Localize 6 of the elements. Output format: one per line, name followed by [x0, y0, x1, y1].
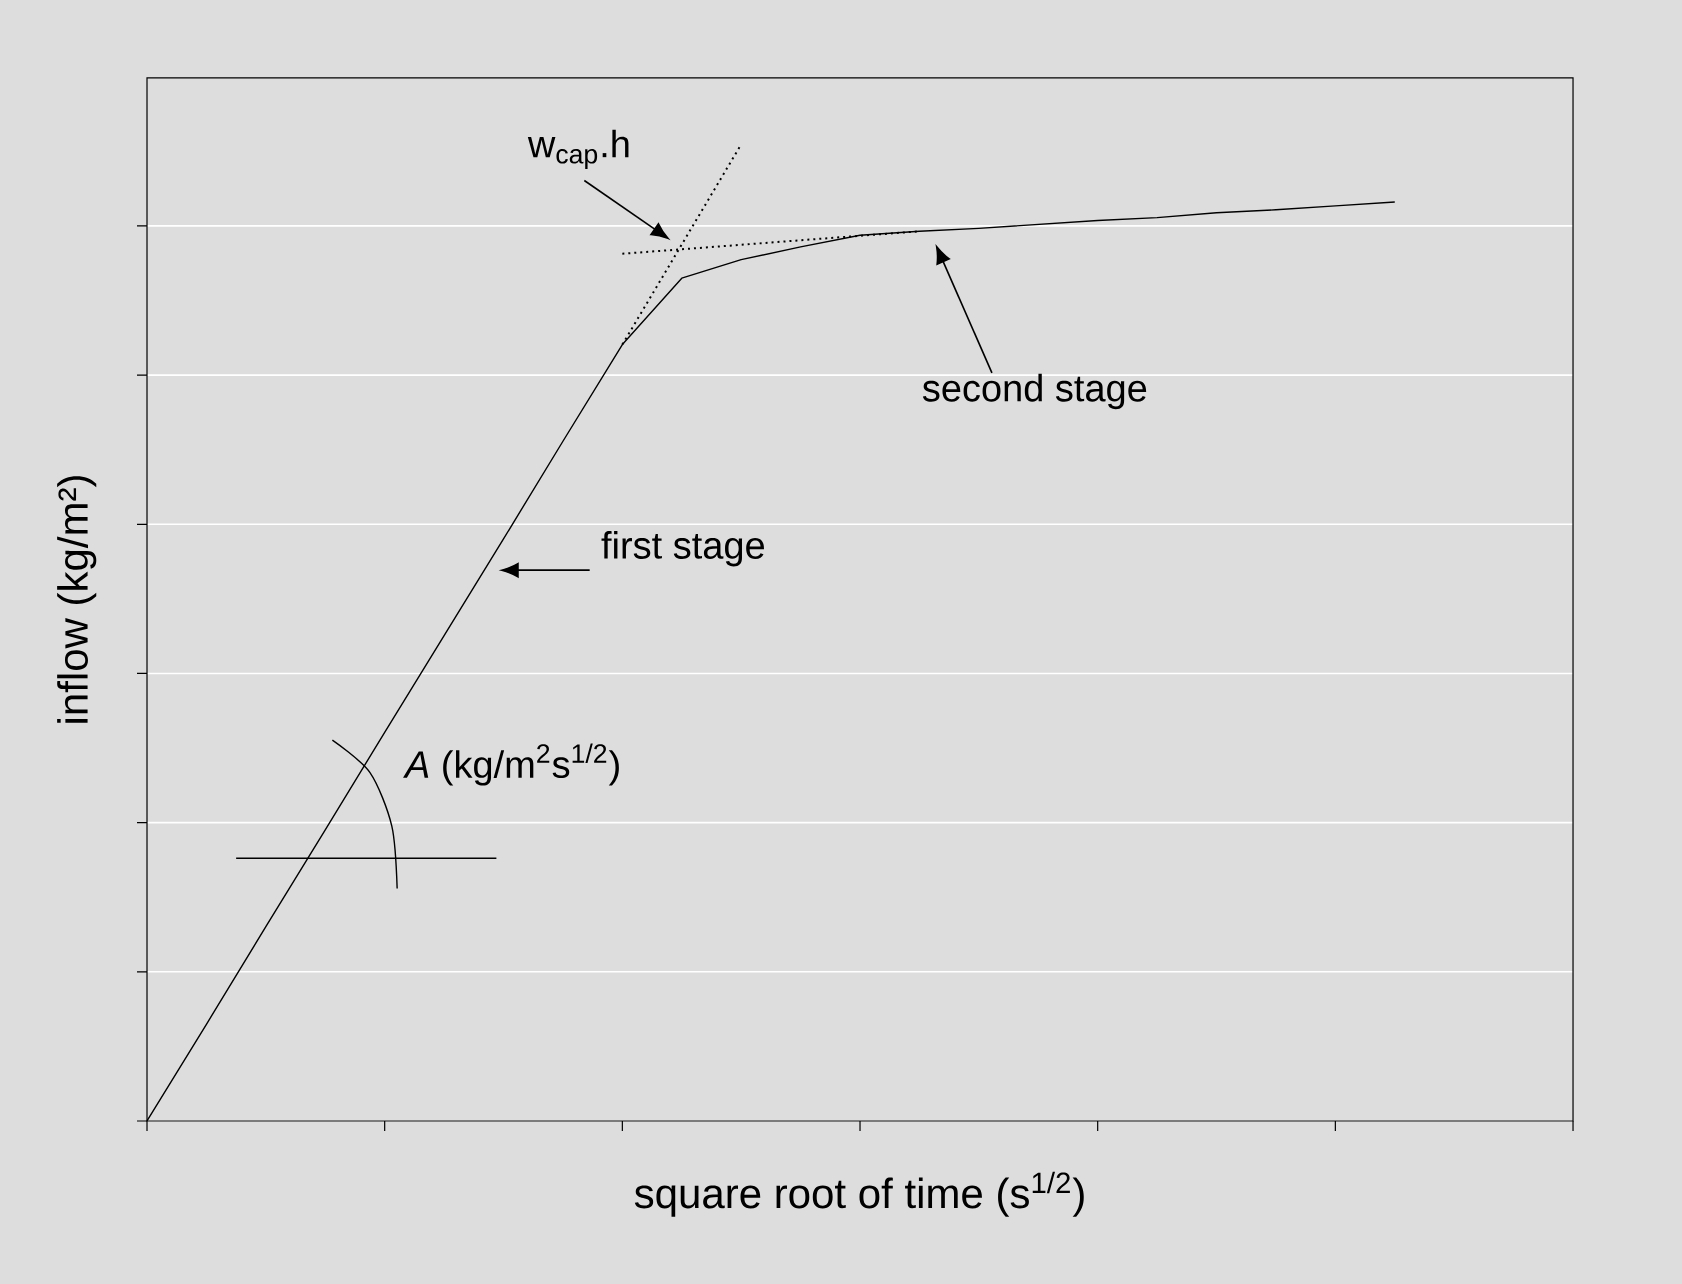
annotation: second stage — [922, 373, 1147, 410]
y-axis-title: inflow (kg/m²) — [57, 476, 97, 723]
annotation: A (kg/m$^{2}$s$^{1/2}$) — [403, 743, 619, 786]
annotation: w$_{cap}$.h — [527, 129, 629, 169]
annotation: first stage — [601, 530, 764, 567]
x-axis-title: square root of time (s$^{1/2}$) — [634, 1171, 1084, 1217]
